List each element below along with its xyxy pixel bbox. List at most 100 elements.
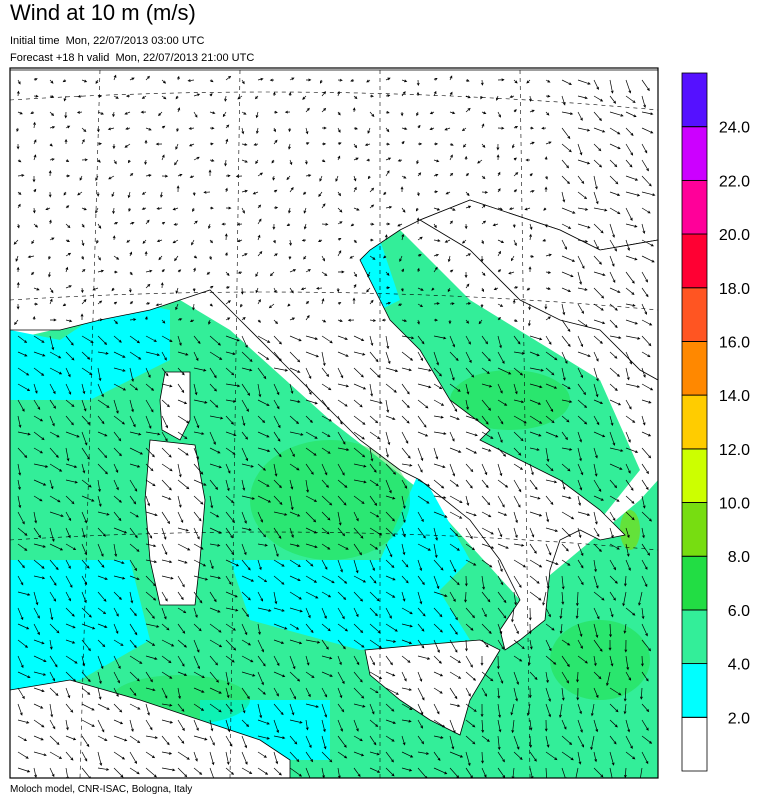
wind-arrow bbox=[465, 191, 470, 197]
wind-arrow bbox=[193, 367, 207, 372]
wind-arrow bbox=[161, 575, 174, 580]
wind-arrow bbox=[528, 607, 532, 621]
wind-arrow bbox=[353, 126, 358, 130]
wind-arrow bbox=[433, 495, 447, 499]
wind-arrow bbox=[209, 671, 219, 683]
wind-arrow bbox=[593, 767, 604, 778]
wind-arrow bbox=[289, 703, 295, 716]
wind-arrow bbox=[97, 300, 103, 305]
wind-arrow bbox=[129, 251, 133, 257]
wind-arrow bbox=[145, 495, 151, 507]
wind-arrow bbox=[173, 222, 179, 226]
wind-arrow bbox=[305, 174, 312, 177]
wind-arrow bbox=[593, 287, 605, 299]
wind-arrow bbox=[577, 751, 582, 765]
wind-arrow bbox=[337, 250, 342, 257]
wind-arrow bbox=[577, 655, 588, 664]
wind-arrow bbox=[241, 367, 253, 372]
wind-arrow bbox=[289, 317, 296, 321]
wind-arrow bbox=[401, 591, 406, 602]
wind-arrow bbox=[305, 415, 313, 423]
wind-arrow bbox=[465, 607, 475, 619]
wind-arrow bbox=[625, 607, 636, 616]
wind-arrow bbox=[241, 719, 250, 728]
wind-arrow bbox=[193, 575, 209, 581]
wind-arrow bbox=[193, 751, 198, 762]
wind-arrow bbox=[493, 287, 499, 291]
wind-arrow bbox=[209, 303, 213, 307]
wind-arrow bbox=[590, 703, 595, 717]
wind-arrow bbox=[81, 655, 86, 667]
wind-arrow bbox=[577, 319, 588, 328]
wind-arrow bbox=[529, 463, 534, 476]
wind-arrow bbox=[209, 479, 219, 490]
wind-arrow bbox=[477, 159, 483, 164]
wind-arrow bbox=[545, 335, 552, 345]
wind-arrow bbox=[561, 447, 573, 451]
wind-arrow bbox=[236, 222, 243, 226]
wind-arrow bbox=[417, 172, 422, 177]
wind-arrow bbox=[257, 575, 268, 583]
wind-arrow bbox=[321, 639, 329, 650]
wind-arrow bbox=[638, 591, 643, 606]
wind-arrow bbox=[337, 655, 342, 666]
wind-arrow bbox=[641, 367, 646, 378]
wind-arrow bbox=[353, 479, 367, 484]
wind-arrow bbox=[385, 383, 397, 393]
wind-arrow bbox=[593, 303, 604, 311]
wind-arrow bbox=[641, 159, 649, 172]
wind-arrow bbox=[65, 125, 71, 129]
wind-arrow bbox=[144, 316, 148, 321]
wind-arrow bbox=[337, 575, 348, 584]
wind-arrow bbox=[113, 74, 117, 81]
wind-arrow bbox=[63, 191, 67, 196]
wind-arrow bbox=[513, 399, 525, 404]
wind-arrow bbox=[65, 671, 77, 682]
wind-arrow bbox=[529, 126, 534, 130]
wind-arrow bbox=[16, 223, 20, 229]
wind-arrow bbox=[545, 543, 552, 556]
wind-arrow bbox=[160, 191, 163, 198]
wind-arrow bbox=[609, 559, 616, 571]
wind-arrow bbox=[545, 383, 558, 389]
wind-arrow bbox=[492, 223, 499, 227]
wind-arrow bbox=[513, 687, 518, 702]
wind-arrow bbox=[209, 351, 223, 360]
wind-arrow bbox=[513, 463, 524, 470]
wind-arrow bbox=[193, 463, 204, 475]
wind-arrow bbox=[625, 287, 635, 295]
wind-arrow bbox=[495, 95, 499, 101]
wind-arrow bbox=[273, 607, 285, 612]
wind-arrow bbox=[509, 207, 515, 211]
wind-arrow bbox=[33, 655, 47, 662]
wind-arrow bbox=[527, 655, 531, 666]
wind-arrow bbox=[383, 191, 387, 196]
wind-arrow bbox=[48, 219, 52, 225]
wind-arrow bbox=[17, 511, 25, 525]
wind-arrow bbox=[49, 111, 55, 117]
wind-arrow bbox=[449, 431, 455, 442]
wind-arrow bbox=[305, 735, 312, 749]
wind-arrow bbox=[337, 270, 345, 274]
wind-arrow bbox=[353, 767, 361, 778]
wind-arrow bbox=[49, 591, 57, 602]
wind-arrow bbox=[241, 159, 248, 163]
wind-arrow bbox=[465, 431, 478, 437]
wind-arrow bbox=[81, 223, 85, 228]
wind-arrow bbox=[497, 351, 505, 364]
wind-arrow bbox=[273, 719, 279, 734]
wind-arrow bbox=[577, 495, 582, 506]
wind-arrow bbox=[241, 767, 253, 774]
wind-arrow bbox=[353, 719, 359, 732]
wind-arrow bbox=[561, 383, 571, 390]
wind-arrow bbox=[433, 559, 444, 571]
wind-arrow bbox=[577, 159, 591, 165]
wind-arrow bbox=[241, 703, 246, 714]
wind-arrow bbox=[641, 543, 650, 556]
wind-arrow bbox=[545, 671, 549, 684]
wind-arrow bbox=[49, 655, 58, 668]
wind-arrow bbox=[301, 238, 307, 242]
wind-arrow bbox=[513, 239, 517, 247]
wind-arrow bbox=[497, 239, 505, 243]
wind-arrow bbox=[161, 511, 170, 525]
